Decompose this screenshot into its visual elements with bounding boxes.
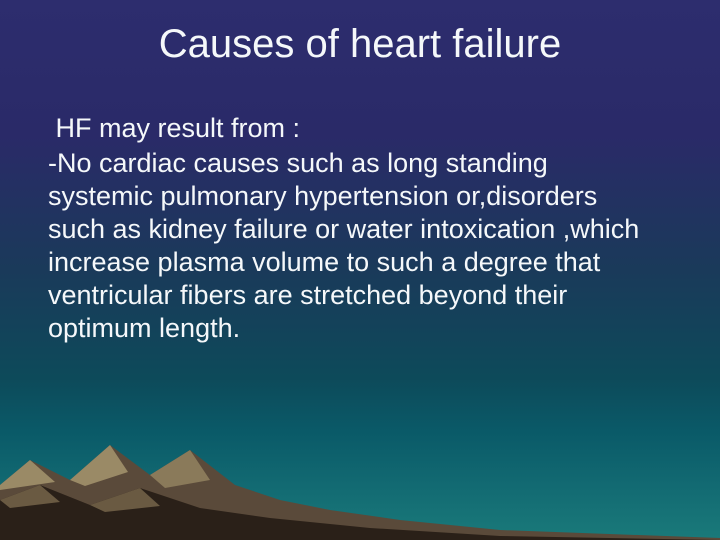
- slide-body: HF may result from : -No cardiac causes …: [48, 112, 660, 345]
- slide-title: Causes of heart failure: [0, 22, 720, 67]
- body-intro-line: HF may result from :: [48, 112, 660, 145]
- mountain-decoration: [0, 390, 720, 540]
- body-paragraph: -No cardiac causes such as long standing…: [48, 147, 660, 345]
- slide: Causes of heart failure HF may result fr…: [0, 0, 720, 540]
